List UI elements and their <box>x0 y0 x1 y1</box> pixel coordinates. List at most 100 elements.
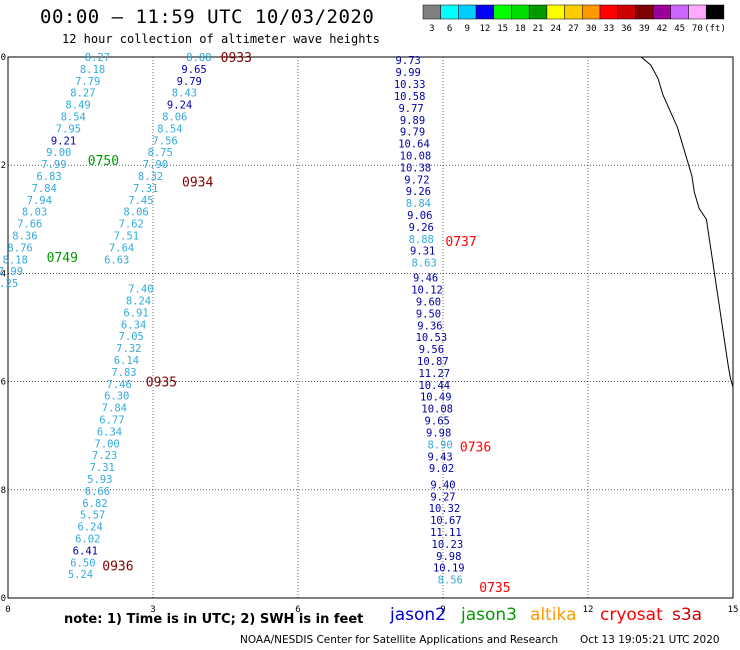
swh-label: 6.34 <box>97 426 122 438</box>
swh-label: 7.62 <box>119 219 144 231</box>
swh-label: 10.64 <box>398 139 430 151</box>
colorbar-swatch <box>528 4 548 20</box>
swh-label: 7.84 <box>102 403 127 415</box>
track-time-label: 0750 <box>88 154 119 169</box>
colorbar-swatch <box>599 4 618 20</box>
colorbar-label: 12 <box>480 24 491 34</box>
swh-label: 6.82 <box>82 498 107 510</box>
colorbar-swatch <box>493 4 512 20</box>
footer-credit: NOAA/NESDIS Center for Satellite Applica… <box>240 634 558 646</box>
swh-label: 10.32 <box>429 503 461 515</box>
swh-label: 10.58 <box>394 91 426 103</box>
y-tick-label: 26 <box>0 378 6 388</box>
swh-label: 9.79 <box>177 76 202 88</box>
swh-label: 9.65 <box>425 416 450 428</box>
track-time-label: 0935 <box>146 376 177 391</box>
swh-label: 8.03 <box>22 207 47 219</box>
swh-label: 8.18 <box>3 254 28 266</box>
y-tick-label: 30 <box>0 594 6 604</box>
swh-label: 7.84 <box>32 183 57 195</box>
swh-label: 9.50 <box>416 308 441 320</box>
swh-label: 9.73 <box>396 55 421 67</box>
swh-label: 6.34 <box>121 319 146 331</box>
swh-label: 8.84 <box>406 198 431 210</box>
footer-timestamp: Oct 13 19:05:21 UTC 2020 <box>580 634 720 646</box>
swh-label: 7.45 <box>128 195 153 207</box>
swh-label: 8.88 <box>186 52 211 64</box>
swh-label: 8.63 <box>412 258 437 270</box>
colorbar-swatch <box>511 4 530 20</box>
swh-label: 9.26 <box>409 222 434 234</box>
y-tick-label: 28 <box>0 486 6 496</box>
colorbar-swatch <box>670 4 689 20</box>
swh-label: 6.91 <box>123 307 148 319</box>
swh-label: 7.31 <box>90 462 115 474</box>
footer-note: note: 1) Time is in UTC; 2) SWH is in fe… <box>64 612 364 627</box>
swh-label: 7.95 <box>56 123 81 135</box>
swh-label: 9.65 <box>181 64 206 76</box>
x-tick-label: 12 <box>583 605 594 615</box>
swh-label: 7.90 <box>143 159 168 171</box>
swh-label: 10.19 <box>433 563 465 575</box>
swh-label: 6.66 <box>85 486 110 498</box>
colorbar-label: 70 <box>692 24 703 34</box>
colorbar-swatch <box>440 4 459 20</box>
swh-label: 8.49 <box>65 100 90 112</box>
x-tick-label: 0 <box>5 605 10 615</box>
swh-label: 8.56 <box>438 575 463 587</box>
colorbar-swatch <box>688 4 707 20</box>
swh-label: 6.14 <box>114 355 139 367</box>
swh-label: 11.27 <box>418 368 450 380</box>
swh-label: 8.18 <box>80 64 105 76</box>
swh-label: 9.43 <box>427 451 452 463</box>
track-0935: 7.408.246.916.347.057.326.147.837.466.30… <box>87 284 177 486</box>
sat-label-jason2: jason2 <box>390 605 446 625</box>
swh-label: 6.24 <box>78 522 103 534</box>
swh-label: 8.54 <box>61 112 86 124</box>
colorbar-swatch <box>564 4 583 20</box>
sat-label-altika: altika <box>530 605 577 625</box>
swh-label: 11.11 <box>430 527 462 539</box>
swh-label: 8.06 <box>123 207 148 219</box>
swh-label: 6.50 <box>70 557 95 569</box>
swh-label: 9.27 <box>430 491 455 503</box>
swh-label: 7.23 <box>92 450 117 462</box>
swh-label: 5.57 <box>80 510 105 522</box>
swh-label: 10.33 <box>394 79 426 91</box>
swh-label: 7.64 <box>109 242 134 254</box>
swh-label: 8.06 <box>162 112 187 124</box>
track-0936: 6.666.825.576.246.026.416.505.24 0936 <box>68 486 134 581</box>
swh-label: 6.30 <box>104 391 129 403</box>
swh-label: 7.99 <box>0 266 23 278</box>
swh-label: 10.08 <box>421 404 453 416</box>
swh-label: 6.83 <box>36 171 61 183</box>
swh-label: 9.46 <box>413 273 438 285</box>
swh-label: 7.66 <box>17 219 42 231</box>
colorbar-label: 42 <box>657 24 668 34</box>
colorbar-label: 6 <box>447 24 452 34</box>
swh-label: 7.56 <box>152 135 177 147</box>
swh-label: 7.25 <box>0 278 18 290</box>
swh-label: 8.54 <box>157 123 182 135</box>
swh-label: 8.88 <box>409 234 434 246</box>
swh-label: 5.93 <box>87 474 112 486</box>
colorbar-swatch <box>422 4 441 20</box>
swh-label: 10.23 <box>432 539 464 551</box>
y-tick-label: 22 <box>0 161 6 171</box>
swh-label: 9.72 <box>404 174 429 186</box>
x-tick-label: 6 <box>295 605 300 615</box>
swh-label: 10.67 <box>430 515 462 527</box>
track-0934: 0934 <box>182 175 213 190</box>
track-0933: 8.889.659.798.439.248.068.547.568.757.90… <box>104 51 252 266</box>
swh-label: 9.89 <box>400 115 425 127</box>
swh-label: 9.98 <box>426 427 451 439</box>
swh-label: 9.02 <box>429 463 454 475</box>
track-time-label: 0736 <box>460 441 491 456</box>
x-tick-label: 15 <box>728 605 739 615</box>
x-tick-label: 9 <box>440 605 445 615</box>
swh-label: 7.94 <box>27 195 52 207</box>
track-0736: 9.4610.129.609.509.3610.539.5610.8711.27… <box>411 273 491 475</box>
swh-label: 9.24 <box>167 100 192 112</box>
track-time-label: 0936 <box>102 560 133 575</box>
